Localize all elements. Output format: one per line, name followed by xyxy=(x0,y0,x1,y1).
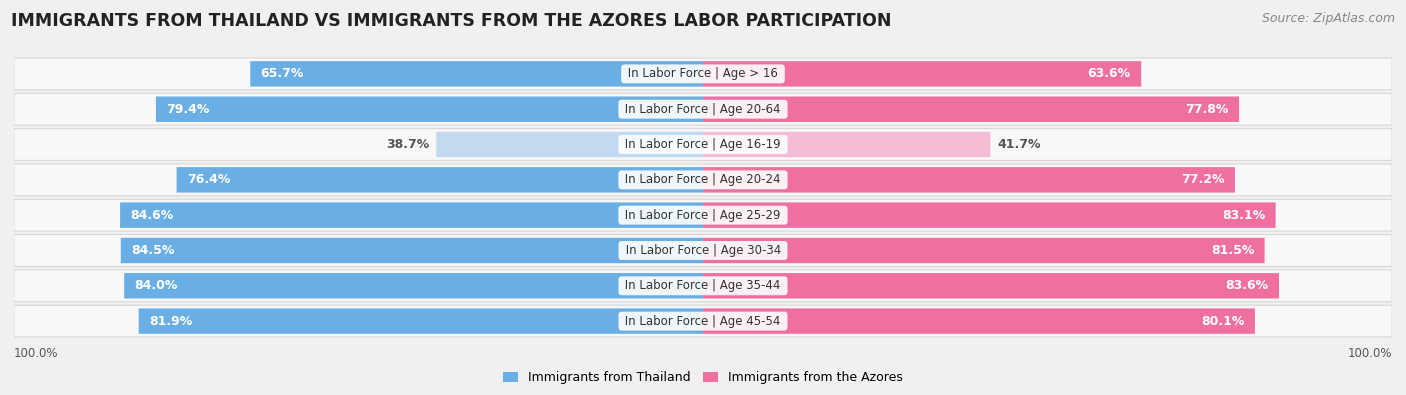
Text: 76.4%: 76.4% xyxy=(187,173,231,186)
FancyBboxPatch shape xyxy=(14,164,1392,196)
FancyBboxPatch shape xyxy=(14,270,1392,302)
Text: In Labor Force | Age 45-54: In Labor Force | Age 45-54 xyxy=(621,314,785,327)
FancyBboxPatch shape xyxy=(703,167,1234,192)
Text: 77.8%: 77.8% xyxy=(1185,103,1229,116)
FancyBboxPatch shape xyxy=(703,132,990,157)
Text: 63.6%: 63.6% xyxy=(1088,68,1130,81)
FancyBboxPatch shape xyxy=(703,273,1279,299)
Text: 38.7%: 38.7% xyxy=(387,138,429,151)
FancyBboxPatch shape xyxy=(139,308,703,334)
Text: 77.2%: 77.2% xyxy=(1181,173,1225,186)
FancyBboxPatch shape xyxy=(14,93,1392,125)
FancyBboxPatch shape xyxy=(250,61,703,87)
Text: 81.5%: 81.5% xyxy=(1211,244,1254,257)
Text: In Labor Force | Age 16-19: In Labor Force | Age 16-19 xyxy=(621,138,785,151)
FancyBboxPatch shape xyxy=(703,96,1239,122)
Text: 83.6%: 83.6% xyxy=(1226,279,1268,292)
FancyBboxPatch shape xyxy=(124,273,703,299)
Text: In Labor Force | Age 20-64: In Labor Force | Age 20-64 xyxy=(621,103,785,116)
FancyBboxPatch shape xyxy=(156,96,703,122)
FancyBboxPatch shape xyxy=(177,167,703,192)
Text: In Labor Force | Age > 16: In Labor Force | Age > 16 xyxy=(624,68,782,81)
Text: 65.7%: 65.7% xyxy=(260,68,304,81)
Text: 84.5%: 84.5% xyxy=(131,244,174,257)
FancyBboxPatch shape xyxy=(436,132,703,157)
Text: In Labor Force | Age 35-44: In Labor Force | Age 35-44 xyxy=(621,279,785,292)
Text: Source: ZipAtlas.com: Source: ZipAtlas.com xyxy=(1261,12,1395,25)
Text: 84.6%: 84.6% xyxy=(131,209,174,222)
Text: IMMIGRANTS FROM THAILAND VS IMMIGRANTS FROM THE AZORES LABOR PARTICIPATION: IMMIGRANTS FROM THAILAND VS IMMIGRANTS F… xyxy=(11,12,891,30)
Text: 100.0%: 100.0% xyxy=(1347,346,1392,359)
Text: In Labor Force | Age 25-29: In Labor Force | Age 25-29 xyxy=(621,209,785,222)
Legend: Immigrants from Thailand, Immigrants from the Azores: Immigrants from Thailand, Immigrants fro… xyxy=(498,367,908,389)
FancyBboxPatch shape xyxy=(14,129,1392,160)
FancyBboxPatch shape xyxy=(14,235,1392,266)
FancyBboxPatch shape xyxy=(703,203,1275,228)
Text: 100.0%: 100.0% xyxy=(14,346,59,359)
FancyBboxPatch shape xyxy=(14,305,1392,337)
Text: 81.9%: 81.9% xyxy=(149,314,193,327)
Text: 41.7%: 41.7% xyxy=(997,138,1040,151)
Text: 79.4%: 79.4% xyxy=(166,103,209,116)
Text: In Labor Force | Age 30-34: In Labor Force | Age 30-34 xyxy=(621,244,785,257)
FancyBboxPatch shape xyxy=(14,199,1392,231)
Text: 83.1%: 83.1% xyxy=(1222,209,1265,222)
Text: 84.0%: 84.0% xyxy=(135,279,179,292)
FancyBboxPatch shape xyxy=(14,58,1392,90)
FancyBboxPatch shape xyxy=(703,238,1264,263)
FancyBboxPatch shape xyxy=(703,61,1142,87)
FancyBboxPatch shape xyxy=(121,238,703,263)
Text: In Labor Force | Age 20-24: In Labor Force | Age 20-24 xyxy=(621,173,785,186)
Text: 80.1%: 80.1% xyxy=(1201,314,1244,327)
FancyBboxPatch shape xyxy=(703,308,1256,334)
FancyBboxPatch shape xyxy=(120,203,703,228)
